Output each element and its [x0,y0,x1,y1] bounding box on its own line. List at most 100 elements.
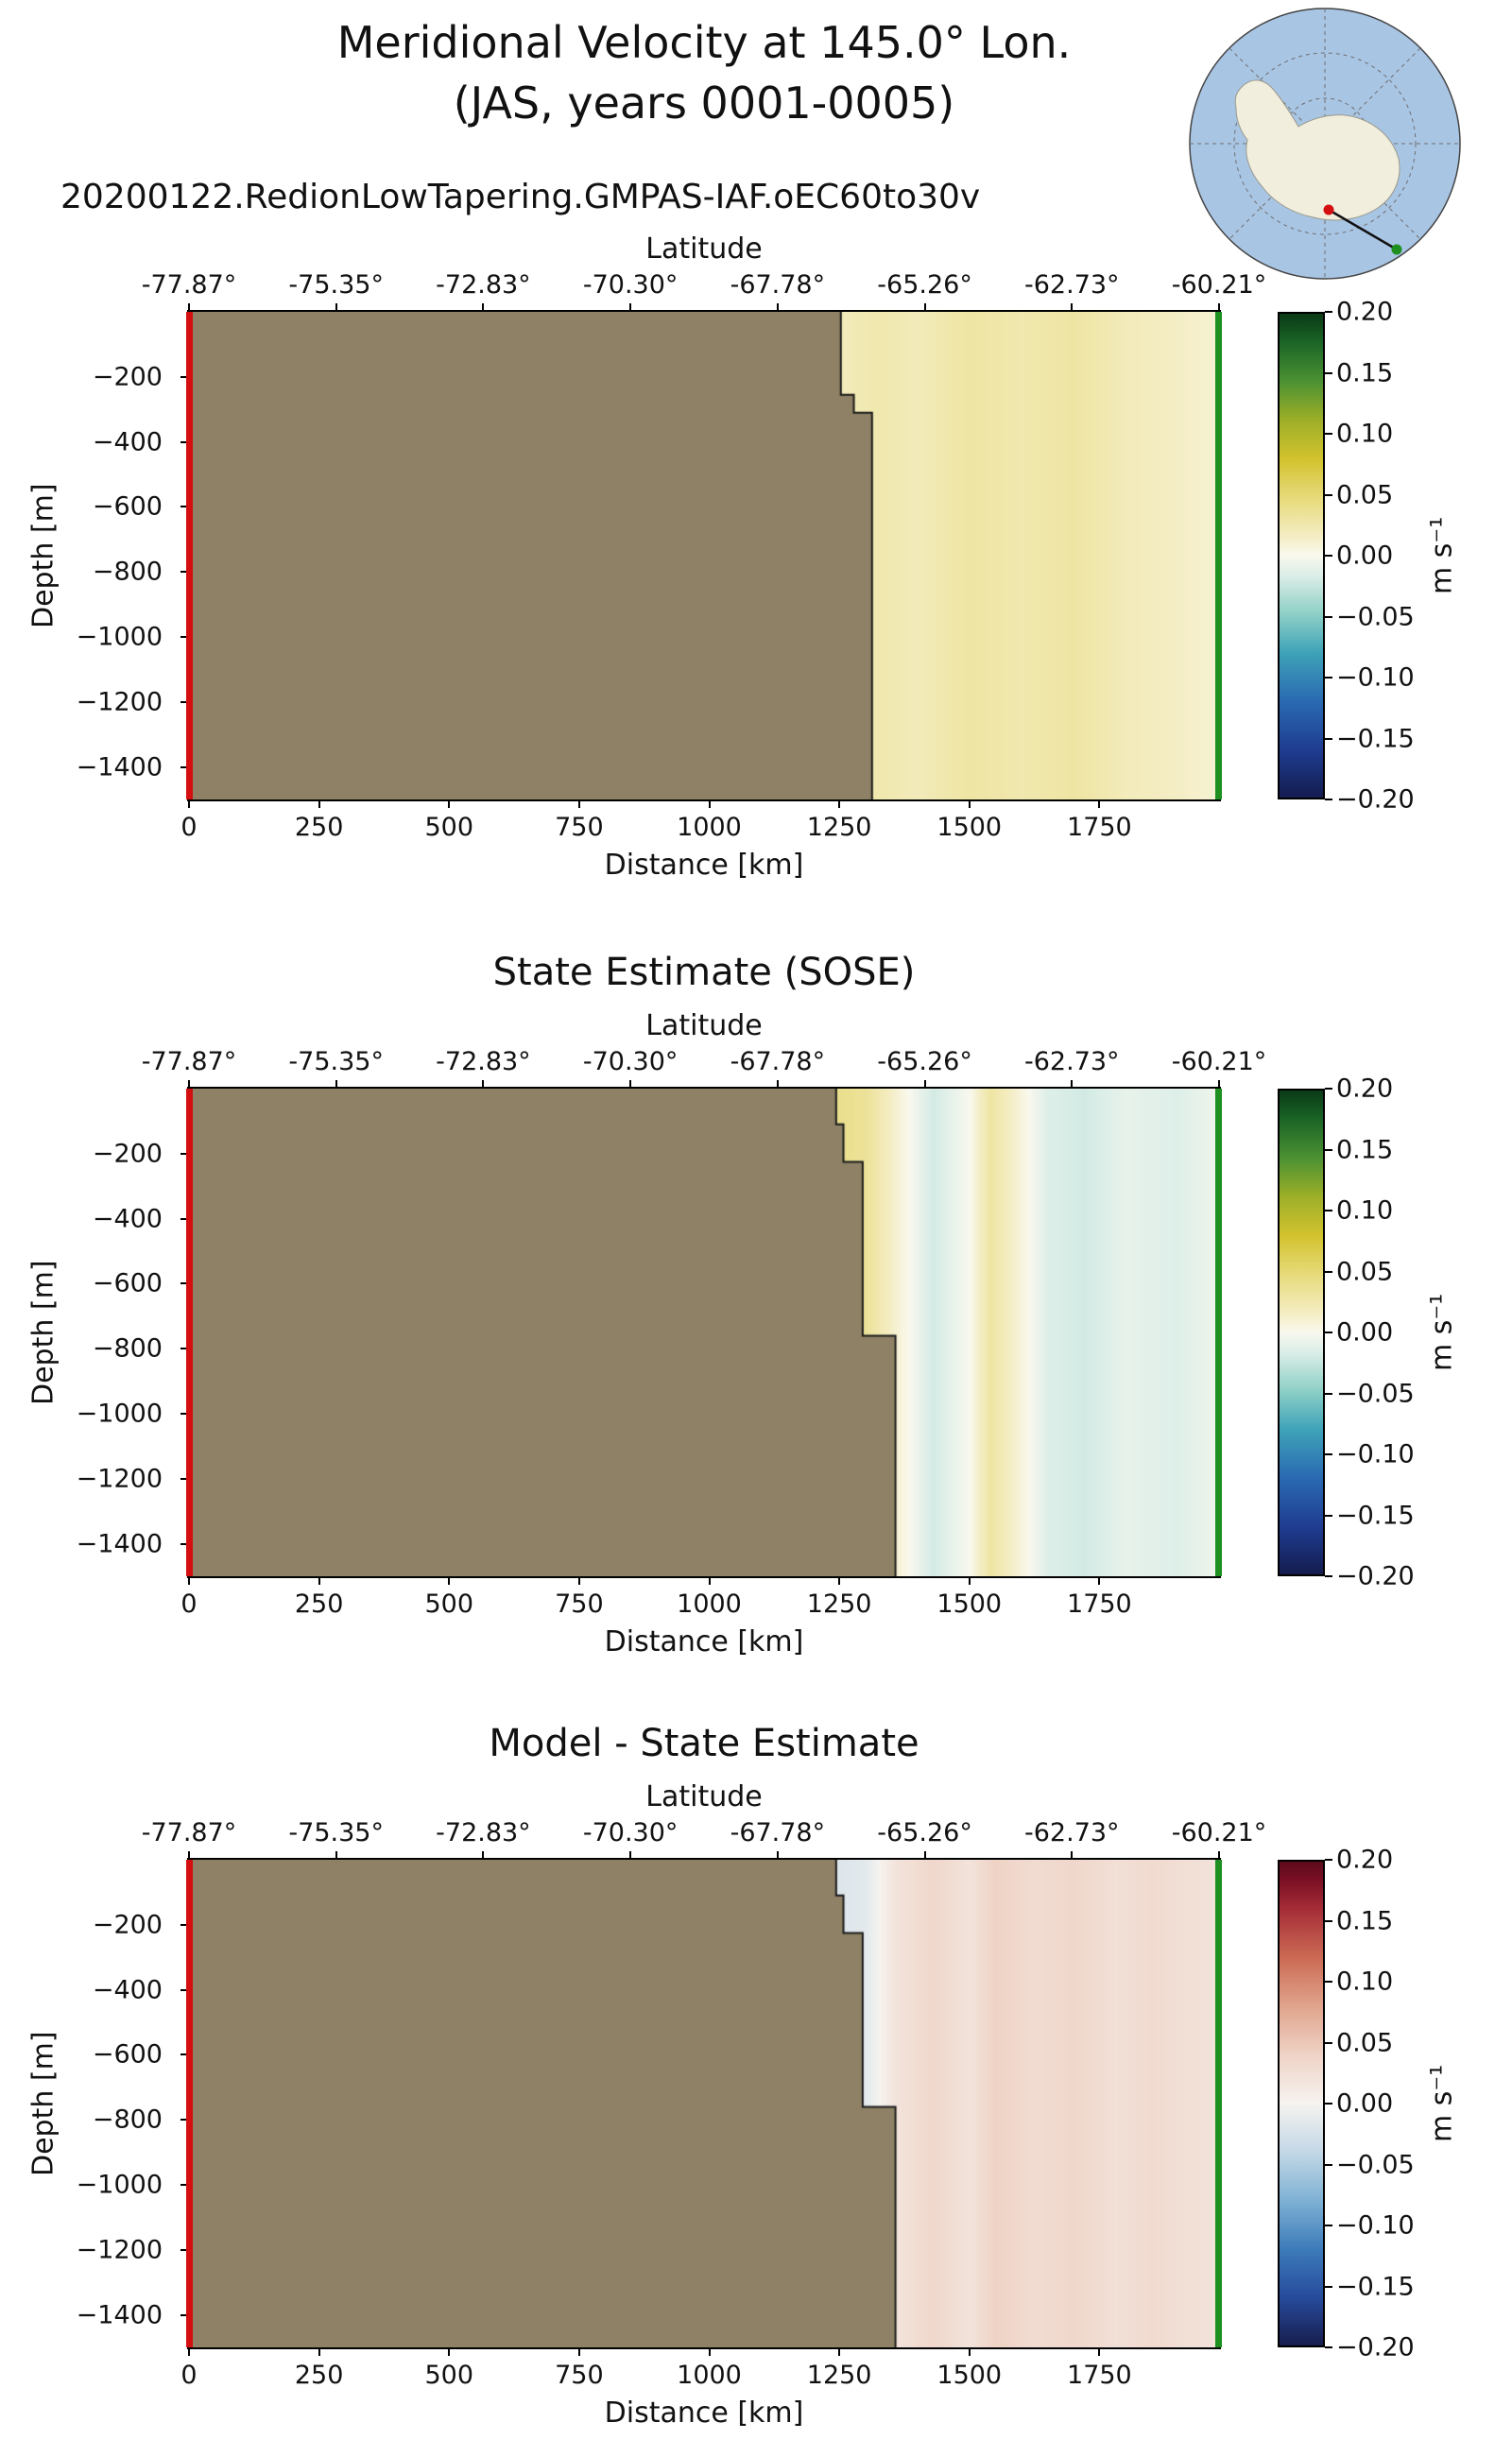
tick-mark [188,2347,190,2356]
tick-mark [776,1080,779,1089]
panel-difference: Model - State Estimate Latitude -77.87° -… [0,1722,1512,2457]
tick-mark [335,303,337,312]
colorbar-tick: 0.10 [1336,1967,1394,1997]
colorbar-tick: 0.10 [1336,1195,1394,1226]
tick-mark [1325,799,1332,800]
distance-tick: 750 [555,2361,604,2390]
colorbar-tick: 0.20 [1336,1845,1394,1875]
tick-mark [1325,2225,1332,2226]
colorbar-tick: 0.15 [1336,1906,1394,1935]
latitude-tick-labels: -77.87° -75.35° -72.83° -70.30° -67.78° -65.2… [0,1047,1512,1081]
tick-mark [180,375,189,378]
colorbar-tick-labels: 0.20 0.15 0.10 0.05 0.00 −0.05 −0.10 −0.15 −0.20 [1336,1846,1459,2362]
latitude-tick: -72.83° [436,270,531,300]
tick-mark [629,1851,632,1860]
tick-mark [1325,1270,1332,1273]
tick-mark [1218,1080,1220,1089]
colorbar-tick: 0.20 [1336,297,1394,327]
distance-tick: 1750 [1067,1589,1132,1619]
tick-mark [1325,737,1332,740]
tick-mark [1325,2163,1332,2166]
tick-mark [180,2119,189,2122]
latitude-tick: -70.30° [582,1818,679,1847]
colorbar-unit-label: m s⁻¹ [1425,1293,1459,1372]
depth-tick: −1000 [76,622,163,652]
distance-tick: 1500 [936,813,1003,842]
tick-mark [776,303,779,312]
antarctica-inset-map [1189,8,1461,280]
tick-mark [1325,493,1332,496]
distance-tick: 1000 [677,2361,742,2390]
depth-tick: −400 [92,1204,163,1234]
tick-mark [708,2347,711,2356]
distance-tick-labels: 0 250 500 750 1000 1250 1500 1750 [0,813,1512,847]
tick-mark [1325,677,1332,679]
tick-mark [1325,615,1332,618]
transect-end-dot [1391,244,1402,255]
x-axis-label: Distance [km] [604,849,804,882]
x-axis-label: Distance [km] [604,2397,804,2430]
tick-mark [577,1576,580,1585]
tick-mark [1098,1576,1101,1585]
tick-mark [1325,2041,1332,2044]
tick-mark [968,2347,971,2356]
tick-mark [180,2053,189,2056]
x-axis-label: Distance [km] [604,1625,804,1658]
colorbar [1278,1860,1325,2347]
tick-mark [1325,2346,1332,2348]
colorbar-tick: 0.00 [1336,541,1394,571]
colorbar-tick: −0.15 [1336,1501,1415,1530]
colorbar-tick: −0.15 [1336,2272,1415,2301]
distance-tick: 1750 [1067,813,1132,842]
colorbar-tick: 0.10 [1336,419,1394,449]
transect-start-line [186,1860,193,2347]
depth-tick: −800 [92,557,163,587]
tick-mark [1325,371,1332,374]
depth-tick-labels: −200 −400 −600 −800 −1000 −1200 −1400 [0,1089,176,1576]
tick-mark [318,2347,320,2356]
tick-mark [968,799,971,808]
tick-mark [335,1851,337,1860]
panel-title: Model - State Estimate [489,1722,919,1765]
tick-mark [180,506,189,508]
tick-mark [1218,303,1220,312]
tick-mark [180,440,189,443]
tick-mark [577,799,580,808]
run-name-subtitle: 20200122.RedionLowTapering.GMPAS-IAF.oEC… [60,178,981,216]
latitude-tick: -62.73° [1024,1047,1120,1076]
distance-tick: 1500 [936,1589,1003,1619]
tick-mark [482,303,485,312]
tick-mark [180,1413,189,1415]
latitude-tick: -65.26° [877,270,972,300]
tick-mark [1325,2103,1332,2105]
figure-title-line2: (JAS, years 0001-0005) [453,77,955,129]
depth-tick: −1400 [76,1529,163,1559]
colorbar-unit-label: m s⁻¹ [1425,516,1459,595]
tick-mark [1325,555,1332,557]
colorbar-tick: −0.20 [1336,784,1415,815]
antarctica-landmass [1234,79,1400,221]
colorbar-tick: 0.15 [1336,358,1394,387]
panel-title: State Estimate (SOSE) [492,951,916,994]
latitude-tick-labels: -77.87° -75.35° -72.83° -70.30° -67.78° -65.2… [0,270,1512,304]
depth-tick: −1000 [76,2170,163,2200]
tick-mark [188,799,190,808]
colorbar-tick: 0.05 [1336,1257,1394,1286]
depth-tick: −600 [92,1268,163,1298]
tick-mark [180,636,189,638]
tick-mark [180,1217,189,1220]
tick-mark [188,1080,190,1089]
tick-mark [577,2347,580,2356]
colorbar-tick: −0.15 [1336,724,1415,753]
colorbar-tick: 0.20 [1336,1074,1394,1104]
depth-tick: −200 [92,1910,163,1940]
tick-mark [1325,433,1332,435]
tick-mark [1325,311,1332,313]
tick-mark [1218,1851,1220,1860]
tick-mark [180,2313,189,2316]
tick-mark [923,1851,926,1860]
tick-mark [180,1152,189,1155]
tick-mark [838,799,841,808]
distance-tick: 250 [294,1589,344,1619]
tick-mark [838,2347,841,2356]
